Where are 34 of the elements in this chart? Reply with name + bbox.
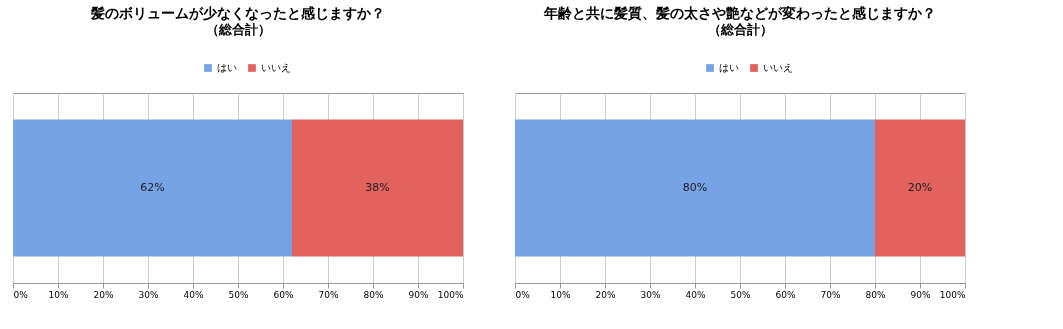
x-tick-label: 100% <box>939 289 966 300</box>
chart-title: 年齢と共に髪質、髪の太さや艶などが変わったと感じますか？ <box>543 5 936 21</box>
legend-label: いいえ <box>763 62 793 73</box>
x-tick-label: 90% <box>910 289 931 300</box>
x-tick-label: 70% <box>820 289 841 300</box>
legend-label: いいえ <box>261 62 291 73</box>
data-label: 20% <box>907 181 933 194</box>
x-tick-label: 40% <box>183 289 204 300</box>
chart-subtitle: （総合計） <box>707 22 773 37</box>
x-tick-label: 90% <box>408 289 429 300</box>
legend-label: はい <box>719 62 739 73</box>
x-tick-label: 60% <box>775 289 796 300</box>
x-tick-label: 20% <box>595 289 616 300</box>
x-tick-label: 30% <box>640 289 661 300</box>
legend-label: はい <box>217 62 237 73</box>
x-tick-label: 0% <box>13 289 29 300</box>
x-tick-label: 50% <box>730 289 751 300</box>
data-label: 38% <box>365 181 390 194</box>
chart-title: 髪のボリュームが少なくなったと感じますか？ <box>90 5 385 21</box>
x-tick-label: 70% <box>318 289 339 300</box>
x-tick-label: 10% <box>550 289 571 300</box>
chart-subtitle: （総合計） <box>205 22 271 37</box>
x-tick-label: 10% <box>48 289 69 300</box>
x-tick-label: 80% <box>363 289 384 300</box>
x-tick-label: 80% <box>865 289 886 300</box>
x-tick-label: 20% <box>93 289 114 300</box>
x-tick-label: 40% <box>685 289 706 300</box>
x-tick-label: 100% <box>437 289 464 300</box>
data-label: 62% <box>140 181 165 194</box>
x-tick-label: 0% <box>515 289 531 300</box>
x-tick-label: 50% <box>228 289 249 300</box>
x-tick-label: 60% <box>273 289 294 300</box>
data-label: 80% <box>682 181 708 194</box>
x-tick-label: 30% <box>138 289 159 300</box>
